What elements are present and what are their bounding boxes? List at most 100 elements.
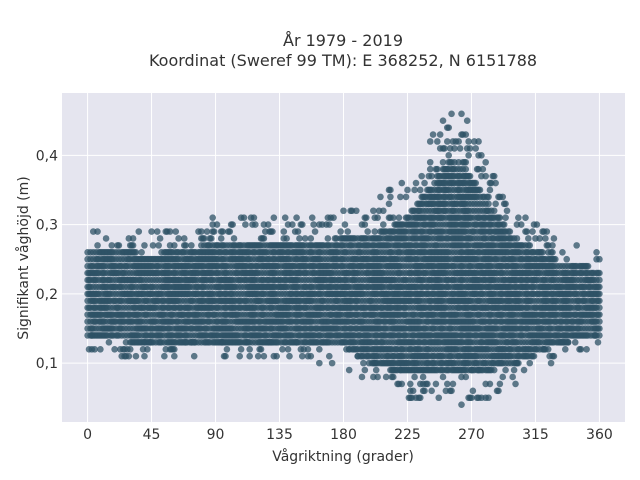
data-point bbox=[426, 138, 434, 145]
data-point bbox=[482, 172, 489, 180]
data-point bbox=[530, 352, 538, 360]
data-point bbox=[462, 165, 470, 173]
data-point bbox=[362, 214, 370, 221]
data-point bbox=[209, 214, 217, 221]
data-point bbox=[439, 158, 447, 166]
data-point bbox=[385, 200, 393, 208]
data-point bbox=[451, 145, 458, 152]
data-point bbox=[412, 179, 420, 187]
data-point bbox=[240, 214, 248, 221]
data-point bbox=[398, 179, 406, 187]
data-point bbox=[141, 352, 148, 360]
data-point bbox=[472, 145, 480, 152]
data-point bbox=[264, 221, 272, 228]
data-point bbox=[360, 359, 367, 367]
data-point bbox=[434, 138, 441, 145]
data-point bbox=[439, 373, 447, 381]
data-point bbox=[377, 193, 384, 201]
data-point bbox=[161, 352, 168, 360]
data-point bbox=[432, 380, 440, 388]
data-point bbox=[436, 131, 444, 138]
data-point bbox=[529, 228, 536, 235]
data-point bbox=[166, 228, 174, 235]
data-point bbox=[286, 352, 293, 360]
data-point bbox=[91, 345, 98, 353]
data-point bbox=[155, 242, 162, 249]
data-point bbox=[129, 242, 137, 249]
data-point bbox=[502, 200, 509, 208]
data-point bbox=[226, 228, 234, 235]
data-point bbox=[298, 352, 306, 360]
data-point bbox=[499, 193, 507, 201]
data-point bbox=[512, 380, 519, 388]
data-point bbox=[246, 345, 253, 353]
data-point bbox=[190, 352, 198, 360]
data-point bbox=[428, 387, 435, 395]
data-point bbox=[341, 221, 349, 228]
data-point bbox=[419, 373, 427, 381]
data-point bbox=[310, 221, 317, 228]
data-point bbox=[361, 221, 369, 228]
data-point bbox=[371, 228, 379, 235]
data-point bbox=[94, 228, 101, 235]
data-point bbox=[476, 186, 484, 194]
data-point bbox=[207, 235, 215, 242]
data-point bbox=[129, 235, 137, 242]
data-point bbox=[281, 214, 289, 221]
data-point bbox=[455, 138, 462, 145]
data-point bbox=[294, 228, 302, 235]
data-point bbox=[307, 235, 315, 242]
data-point bbox=[213, 221, 221, 228]
data-point bbox=[97, 345, 104, 353]
data-point bbox=[462, 158, 470, 166]
data-point bbox=[499, 373, 507, 381]
data-point bbox=[223, 345, 231, 353]
data-point bbox=[418, 172, 425, 180]
data-point bbox=[449, 380, 457, 388]
data-point bbox=[490, 172, 498, 180]
data-point bbox=[485, 394, 492, 402]
data-point bbox=[361, 366, 369, 374]
data-point bbox=[345, 366, 353, 374]
data-point bbox=[465, 152, 472, 159]
data-point bbox=[144, 345, 151, 353]
data-point bbox=[533, 221, 541, 228]
data-point bbox=[544, 345, 552, 353]
data-point bbox=[490, 366, 498, 374]
data-point bbox=[257, 345, 265, 353]
data-point bbox=[301, 235, 309, 242]
data-point bbox=[242, 221, 249, 228]
data-point bbox=[230, 235, 238, 242]
data-point bbox=[389, 373, 397, 381]
data-point bbox=[490, 207, 498, 215]
data-point bbox=[539, 249, 546, 256]
data-point bbox=[435, 394, 443, 402]
data-point bbox=[111, 345, 118, 353]
data-point bbox=[115, 242, 123, 249]
data-point bbox=[269, 228, 276, 235]
data-point bbox=[500, 221, 508, 228]
data-point bbox=[458, 110, 465, 118]
data-point bbox=[515, 359, 522, 367]
data-point bbox=[219, 228, 226, 235]
data-point bbox=[250, 214, 258, 221]
data-point bbox=[374, 214, 381, 221]
chart-title: År 1979 - 2019 bbox=[283, 31, 403, 50]
data-point bbox=[421, 387, 428, 395]
data-point bbox=[182, 242, 189, 249]
data-point bbox=[513, 235, 521, 242]
data-point bbox=[404, 186, 411, 194]
data-point bbox=[284, 345, 292, 353]
data-point bbox=[416, 186, 424, 194]
data-point bbox=[448, 387, 455, 395]
data-point bbox=[443, 138, 451, 145]
data-points bbox=[84, 110, 603, 408]
data-point bbox=[156, 235, 164, 242]
data-point bbox=[254, 352, 262, 360]
data-point bbox=[304, 345, 312, 353]
data-point bbox=[536, 235, 543, 242]
chart-subtitle: Koordinat (Sweref 99 TM): E 368252, N 61… bbox=[149, 51, 537, 70]
data-point bbox=[429, 131, 437, 138]
data-point bbox=[445, 124, 453, 131]
